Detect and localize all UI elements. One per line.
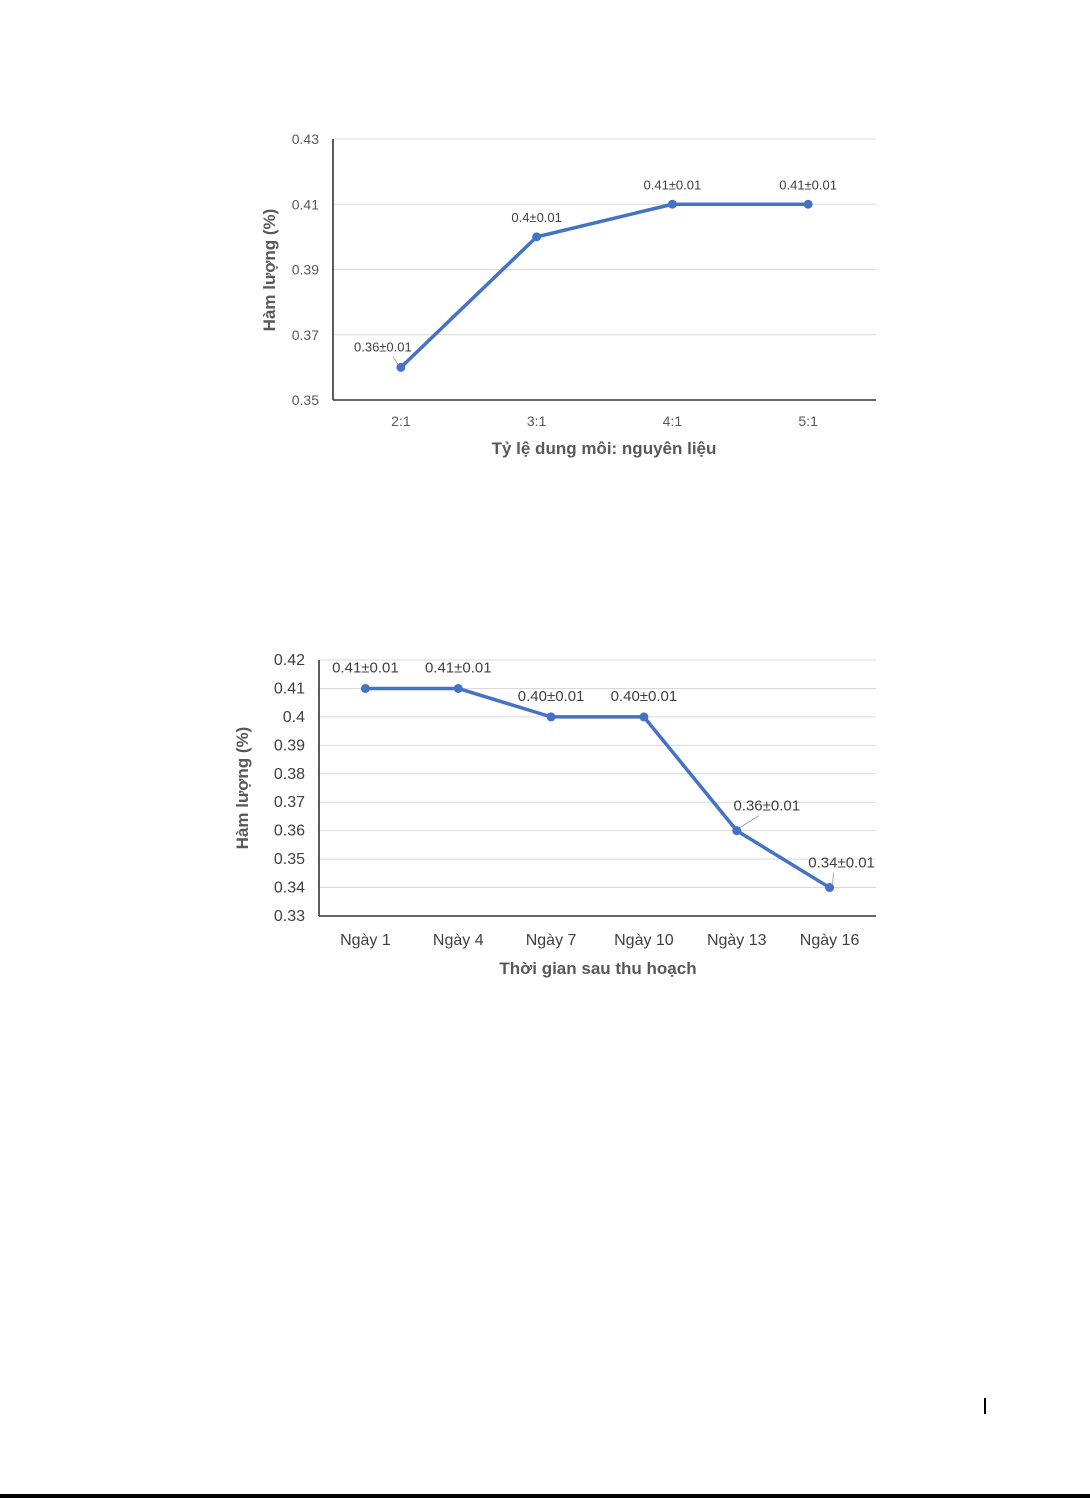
y-tick-label: 0.39 <box>292 262 319 278</box>
data-label: 0.40±0.01 <box>518 688 585 705</box>
label-leader-line <box>739 815 760 829</box>
data-point <box>396 362 406 372</box>
y-tick-label: 0.36 <box>274 823 305 840</box>
data-label: 0.36±0.01 <box>354 339 412 354</box>
y-tick-label: 0.34 <box>274 880 305 897</box>
label-leader-line <box>392 356 399 365</box>
data-label: 0.40±0.01 <box>611 688 678 705</box>
x-tick-label: Ngày 13 <box>707 932 767 949</box>
y-tick-label: 0.37 <box>274 794 305 811</box>
y-tick-label: 0.38 <box>274 766 305 783</box>
data-point <box>453 683 463 693</box>
y-tick-label: 0.43 <box>292 131 319 147</box>
series-line <box>399 202 809 369</box>
x-tick-label: Ngày 1 <box>340 932 391 949</box>
data-label: 0.41±0.01 <box>779 177 837 192</box>
data-point <box>825 883 835 893</box>
x-tick-label: 2:1 <box>391 413 411 429</box>
y-tick-label: 0.35 <box>292 392 319 408</box>
y-tick-label: 0.42 <box>274 652 305 669</box>
chart-time-after-harvest: 0.33 0.34 0.35 0.36 0.37 0.38 0.39 0.4 0.41 0.42 N… <box>233 652 876 978</box>
x-tick-label: Ngày 4 <box>433 932 484 949</box>
page-marker <box>984 1398 986 1414</box>
y-tick-label: 0.41 <box>292 196 319 212</box>
y-tick-label: 0.35 <box>274 851 305 868</box>
bottom-rule <box>0 1494 1090 1498</box>
x-axis-title: Thời gian sau thu hoạch <box>499 959 696 978</box>
data-point <box>732 826 742 836</box>
y-tick-label: 0.41 <box>274 680 305 697</box>
data-label: 0.4±0.01 <box>511 210 562 225</box>
data-label: 0.36±0.01 <box>733 798 800 815</box>
data-point <box>360 683 370 693</box>
x-tick-label: 3:1 <box>527 413 547 429</box>
chart-solvent-ratio: 0.35 0.37 0.39 0.41 0.43 2:1 3:1 4:1 5:1 0.36±0.0… <box>260 131 876 458</box>
data-point <box>667 199 677 209</box>
x-tick-label: Ngày 10 <box>614 932 674 949</box>
series-line <box>365 686 831 890</box>
label-leader-line <box>832 872 835 885</box>
data-label: 0.41±0.01 <box>425 659 492 676</box>
y-tick-label: 0.39 <box>274 737 305 754</box>
x-tick-label: 5:1 <box>798 413 818 429</box>
y-tick-label: 0.4 <box>283 709 305 726</box>
data-label: 0.41±0.01 <box>332 659 399 676</box>
y-axis-title: Hàm lượng (%) <box>260 209 279 332</box>
data-point <box>803 199 813 209</box>
x-tick-label: Ngày 16 <box>800 932 860 949</box>
x-axis-title: Tỷ lệ dung môi: nguyên liệu <box>492 439 717 458</box>
y-tick-label: 0.33 <box>274 908 305 925</box>
data-point <box>639 712 649 722</box>
data-point <box>546 712 556 722</box>
y-tick-label: 0.37 <box>292 327 319 343</box>
data-point <box>532 232 542 242</box>
x-tick-label: 4:1 <box>663 413 683 429</box>
data-label: 0.34±0.01 <box>808 855 875 872</box>
x-tick-label: Ngày 7 <box>526 932 577 949</box>
data-label: 0.41±0.01 <box>644 177 702 192</box>
y-axis-title: Hàm lượng (%) <box>233 727 252 850</box>
